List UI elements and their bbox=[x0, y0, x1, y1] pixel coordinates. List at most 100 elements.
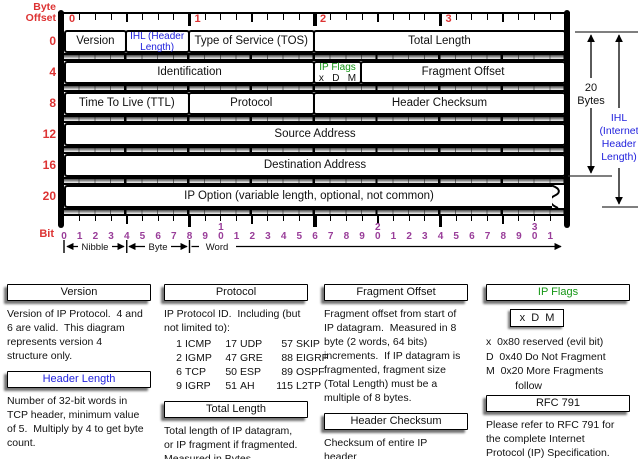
field-label: IP Option (variable length, optional, no… bbox=[184, 189, 434, 202]
byte-number: 0 bbox=[69, 13, 76, 25]
field-version: Version bbox=[64, 30, 127, 53]
protocol-number: 2 bbox=[176, 352, 182, 364]
ruler-tick bbox=[157, 14, 159, 20]
bit-tick bbox=[361, 216, 363, 221]
field-label: Type of Service (TOS) bbox=[194, 34, 309, 47]
legend-text: Please refer to RFC 791 for the complete… bbox=[486, 419, 615, 459]
ruler-tick bbox=[94, 14, 96, 20]
bit-number-9: 9 bbox=[202, 231, 208, 242]
bit-tick bbox=[392, 216, 394, 221]
bit-number-6: 6 bbox=[155, 231, 161, 242]
ruler-tick bbox=[392, 14, 394, 20]
field-source-address: Source Address bbox=[64, 123, 566, 146]
ruler-tick bbox=[502, 12, 505, 22]
bit-tick bbox=[424, 216, 426, 221]
bit-number-22: 2 bbox=[406, 231, 412, 242]
word-label: Word bbox=[206, 242, 229, 253]
legend-heading-header-checksum: Header Checksum bbox=[324, 413, 468, 430]
flag-description-line: follow bbox=[486, 379, 543, 392]
ruler-tick bbox=[455, 14, 457, 20]
bit-tick bbox=[157, 216, 159, 221]
protocol-name: ESP bbox=[240, 366, 262, 378]
bit-number-31: 1 bbox=[547, 231, 554, 242]
field-label: IP Flags bbox=[319, 61, 356, 73]
protocol-number: 50 bbox=[225, 366, 237, 378]
field-destination-address: Destination Address bbox=[64, 154, 566, 177]
field-label: Destination Address bbox=[263, 158, 367, 171]
flag-description-line: x 0x80 reserved (evil bit) bbox=[486, 336, 604, 348]
bit-number-27: 7 bbox=[484, 231, 491, 242]
ruler-tick bbox=[125, 12, 128, 22]
ruler-tick bbox=[487, 14, 489, 20]
bit-tick bbox=[283, 216, 285, 221]
bit-number-7: 7 bbox=[171, 231, 177, 242]
legend-text: Fragment offset from start of IP datagra… bbox=[324, 308, 461, 404]
bit-tick bbox=[408, 216, 410, 221]
bit-number-29: 9 bbox=[516, 231, 522, 242]
bit-tick bbox=[471, 216, 473, 221]
protocol-id-table: 1 ICMP 17 UDP 57 SKIP 2 IGMP 47 GRE 88 EIGRP 6 TCP 50 E… bbox=[170, 337, 334, 393]
ruler-tick bbox=[187, 12, 192, 26]
protocol-number: 1 bbox=[176, 338, 182, 350]
ruler-tick bbox=[79, 14, 81, 20]
bit-axis-label: Bit bbox=[39, 228, 54, 240]
protocol-name: EIGRP bbox=[296, 352, 329, 364]
svg-text:(Internet: (Internet bbox=[599, 125, 638, 137]
protocol-name: OSPF bbox=[296, 366, 325, 378]
ruler-tick bbox=[141, 14, 143, 20]
protocol-name: AH bbox=[240, 380, 255, 392]
protocol-number: 88 bbox=[281, 352, 293, 364]
protocol-number: 89 bbox=[281, 366, 293, 378]
ruler-tick bbox=[110, 14, 112, 20]
field-label: IHL (Header Length) bbox=[130, 30, 185, 53]
bit-tick bbox=[251, 216, 254, 224]
bit-number-16: 6 bbox=[312, 231, 318, 242]
byte-offset-4: 4 bbox=[49, 65, 56, 79]
bit-number-17: 7 bbox=[327, 231, 334, 242]
ruler-tick bbox=[376, 12, 379, 22]
ruler-tick bbox=[438, 12, 443, 26]
field-type-of-service-tos: Type of Service (TOS) bbox=[187, 30, 315, 53]
protocol-number: 6 bbox=[176, 366, 182, 378]
ruler-tick bbox=[471, 14, 473, 20]
field-label: Source Address bbox=[274, 127, 356, 140]
flag-descriptions: x 0x80 reserved (evil bit) D 0x40 Do Not … bbox=[486, 335, 638, 393]
bit-number-21: 1 bbox=[390, 231, 397, 242]
field-label: Identification bbox=[157, 65, 222, 78]
bit-tick bbox=[438, 216, 443, 227]
ruler-tick bbox=[313, 12, 317, 26]
ruler-tick bbox=[424, 14, 426, 20]
bit-tick bbox=[455, 216, 457, 221]
bit-tick bbox=[313, 216, 317, 227]
bit-number-11: 1 bbox=[233, 231, 240, 242]
table-left-bar bbox=[58, 10, 64, 228]
byte-offset-8: 8 bbox=[49, 96, 56, 110]
bit-strip bbox=[64, 177, 566, 185]
legend-heading-total-length: Total Length bbox=[164, 401, 308, 418]
bit-tick bbox=[502, 216, 505, 224]
legend-text: Number of 32-bit words in TCP header, mi… bbox=[7, 395, 144, 449]
field-sublabel: x D M bbox=[318, 72, 357, 84]
bit-number-2: 2 bbox=[92, 231, 99, 242]
byte-offset-20: 20 bbox=[42, 189, 56, 203]
bit-tick bbox=[267, 216, 269, 221]
field-label: Protocol bbox=[230, 96, 273, 109]
byte-label: Byte bbox=[148, 242, 167, 253]
ruler-tick bbox=[408, 14, 410, 20]
byte-offset-0: 0 bbox=[49, 34, 56, 48]
field-protocol: Protocol bbox=[187, 92, 315, 115]
ruler-tick bbox=[267, 14, 269, 20]
bit-tick bbox=[141, 216, 143, 221]
ruler-tick bbox=[298, 14, 300, 20]
bit-tick bbox=[487, 216, 489, 221]
byte-offset-label: Byte Offset bbox=[25, 1, 56, 24]
ruler-tick bbox=[330, 14, 332, 20]
protocol-name: IGMP bbox=[185, 352, 212, 364]
ruler-tick bbox=[236, 14, 238, 20]
bit-tick bbox=[330, 216, 332, 221]
byte-number: 3 bbox=[445, 13, 452, 25]
legend-heading-fragment-offset: Fragment Offset bbox=[324, 284, 468, 301]
field-time-to-live-ttl: Time To Live (TTL) bbox=[64, 92, 190, 115]
